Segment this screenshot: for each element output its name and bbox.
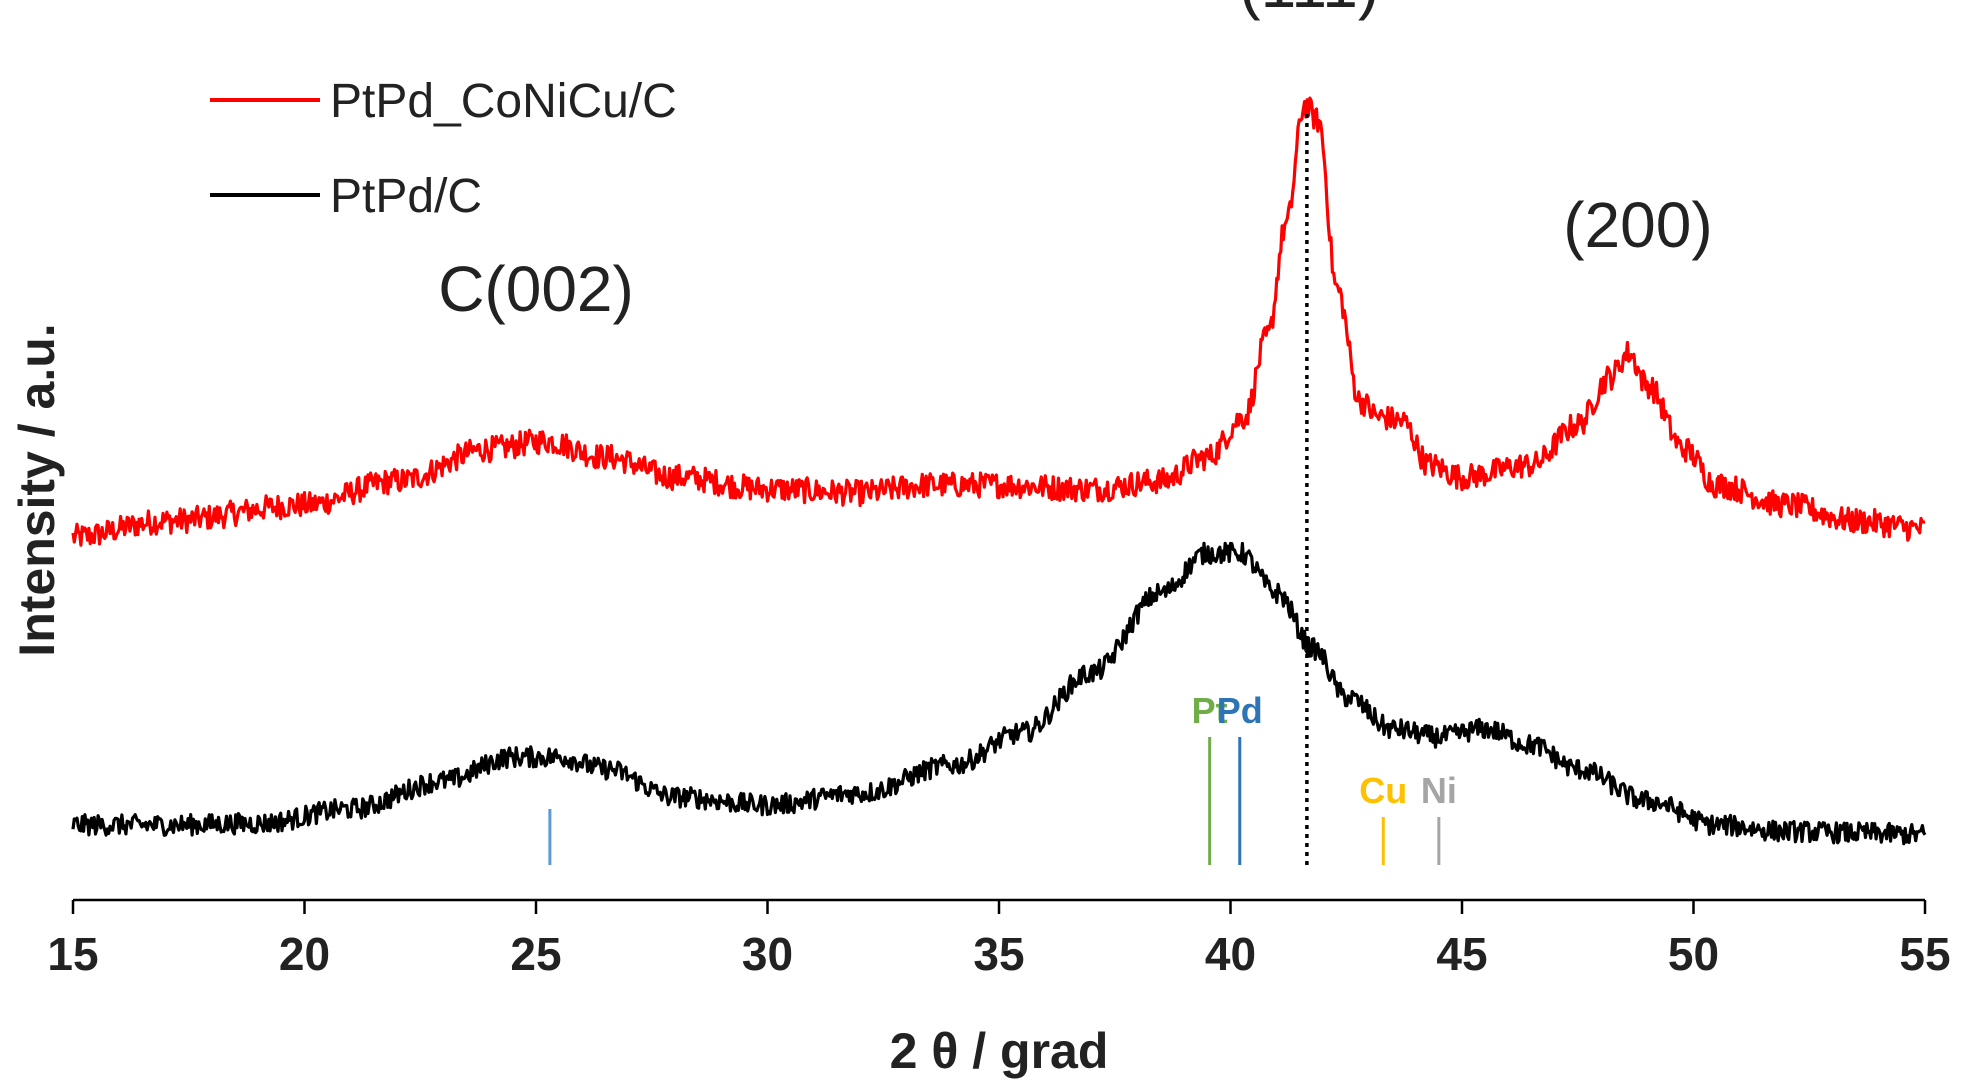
legend-label-0: PtPd_CoNiCu/C: [330, 75, 677, 128]
x-tick-label-3: 30: [742, 928, 793, 980]
series-line-0: [71, 96, 1926, 547]
x-tick-label-0: 15: [47, 928, 98, 980]
series-line-1: [71, 541, 1927, 846]
x-axis-title: 2 θ / grad: [890, 1023, 1109, 1079]
x-tick-label-2: 25: [510, 928, 561, 980]
peak-annotation-1: (111): [1239, 0, 1379, 21]
x-tick-label-7: 50: [1668, 928, 1719, 980]
y-axis-title: Intensity / a.u.: [9, 323, 65, 656]
x-tick-label-8: 55: [1899, 928, 1950, 980]
legend-label-1: PtPd/C: [330, 170, 482, 223]
reference-label-4: Ni: [1421, 770, 1457, 811]
x-tick-label-6: 45: [1436, 928, 1487, 980]
reference-label-1: Pt: [1192, 690, 1228, 731]
peak-annotation-0: C(002): [438, 253, 634, 325]
peak-annotation-2: (200): [1563, 189, 1712, 261]
reference-label-2: Pd: [1217, 690, 1263, 731]
reference-label-3: Cu: [1359, 770, 1407, 811]
x-tick-label-1: 20: [279, 928, 330, 980]
x-tick-label-4: 35: [973, 928, 1024, 980]
x-tick-label-5: 40: [1205, 928, 1256, 980]
